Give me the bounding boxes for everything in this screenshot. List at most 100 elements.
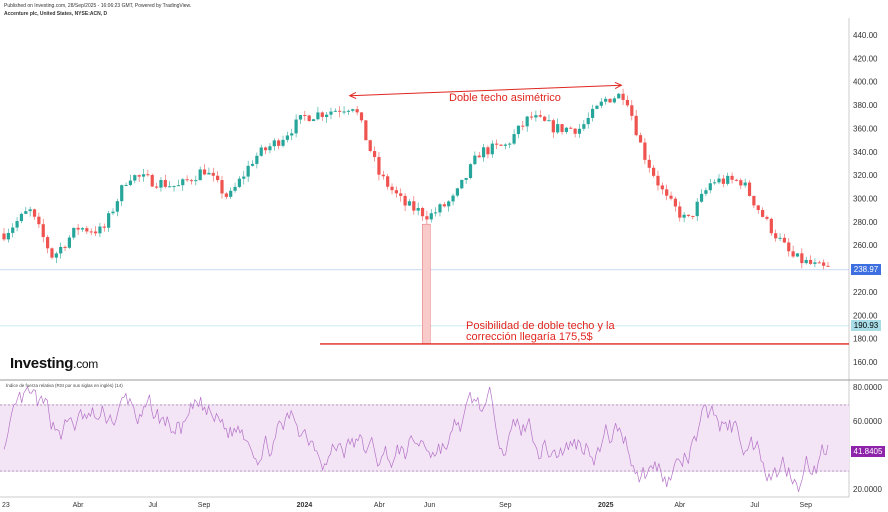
candle-body [407,201,412,206]
candle-body [817,262,821,264]
candle-body [425,216,429,220]
candle-body [525,116,529,127]
candle-body [551,120,555,133]
candle-body [41,224,45,238]
candle-body [481,147,486,158]
candle-body [390,186,394,191]
candle-body [290,133,294,136]
target-label-line2: corrección llegaría 175,5$ [466,331,593,343]
candle-body [778,237,782,239]
candle-body [111,211,115,214]
candle-body [272,140,276,147]
price-tick-label: 320.00 [853,171,878,180]
candle-body [342,111,346,113]
candle-body [28,209,32,212]
candle-body [678,206,682,218]
candle-body [652,167,656,176]
price-tick-label: 200.00 [853,311,878,320]
candle-body [656,175,660,186]
candle-body [316,112,320,120]
candle-body [202,169,207,175]
candle-body [429,213,433,220]
candle-body [285,135,289,140]
candle-body [220,180,224,194]
candle-body [176,185,180,187]
arrow-head [348,92,357,99]
candle-body [159,179,163,188]
candle-body [721,178,725,184]
candle-body [529,116,534,118]
candle-body [787,242,791,252]
candle-body [263,147,268,151]
candle-body [19,213,24,222]
candles [2,88,830,270]
candle-body [364,120,368,141]
candle-body [137,175,141,177]
candle-body [704,190,708,194]
projection-bar [422,223,431,345]
price-tick-label: 400.00 [853,78,878,87]
candle-body [660,185,664,190]
candle-body [556,124,560,133]
candle-body [102,226,106,228]
candle-body [569,127,573,129]
candle-body [146,174,150,176]
candle-body [268,146,272,151]
candle-body [490,143,494,155]
candle-body [163,179,167,187]
candle-body [464,177,468,180]
rsi-title: Índice de fuerza relativa (RSI por sus s… [6,383,123,388]
candle-body [625,99,630,106]
candle-body [172,185,176,187]
candle-body [747,182,752,196]
candle-body [333,110,337,112]
rsi-value-badge: 41.8405 [851,446,885,458]
target-label-line1: Posibilidad de doble techo y la [466,320,615,332]
candle-body [89,231,93,233]
candle-body [547,120,551,122]
candle-body [72,227,76,238]
rsi-tick-label: 20.0000 [853,485,882,494]
candle-body [630,105,634,116]
candle-body [115,201,119,212]
candle-body [782,237,787,243]
candle-body [743,182,747,186]
candle-body [608,98,612,103]
candle-body [216,175,220,181]
candle-body [133,175,137,181]
price-tick-label: 180.00 [853,335,878,344]
candle-body [2,233,6,240]
candle-body [377,157,381,175]
annotation-shapes [320,81,849,345]
rsi-tick-label: 80.0000 [853,383,882,392]
candle-body [726,175,730,184]
candle-body [590,108,595,118]
candle-body [181,179,185,186]
logo-main: Investing [10,355,74,372]
price-tick-label: 160.00 [853,358,878,367]
level-price-badge: 190.93 [851,320,881,332]
candle-body [37,216,41,225]
candle-body [595,105,599,109]
candle-body [695,201,699,217]
price-tick-label: 260.00 [853,241,878,250]
rsi-pane: 80.0000 60.0000 20.0000 [0,383,882,494]
price-tick-label: 340.00 [853,148,878,157]
candle-body [586,117,590,125]
price-pane: 440.00 420.00 400.00 380.00 360.00 340.00 320.… [0,18,888,498]
candle-body [259,147,263,156]
candle-body [24,211,28,214]
candle-body [804,259,808,264]
price-tick-label: 420.00 [853,54,878,63]
candle-body [512,134,516,144]
candle-body [717,178,721,183]
candle-body [298,115,303,120]
candle-body [242,176,246,179]
candle-body [154,186,159,188]
time-tick-label: 2025 [598,502,614,509]
candle-body [665,189,669,196]
candle-body [447,201,451,207]
candle-body [150,175,154,187]
time-tick-label: Abr [73,502,85,509]
